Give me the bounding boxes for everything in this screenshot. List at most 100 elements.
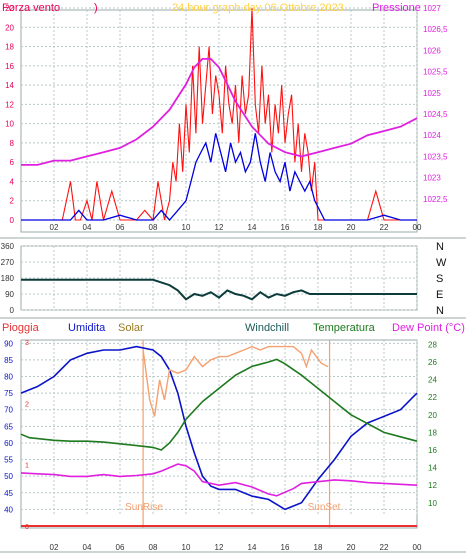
pressure-tick-label: 1026	[423, 46, 441, 55]
x-tick-label: 08	[149, 543, 158, 552]
wind-tick-label: 2	[10, 197, 15, 206]
wind-tick-label: 6	[10, 158, 15, 167]
pressure-line	[21, 58, 418, 166]
x-tick-label: 22	[380, 223, 389, 232]
pressure-tick-label: 1025,5	[423, 68, 448, 77]
wind-speed-label: Forza vento	[2, 2, 60, 14]
wind-tick-label: 22	[5, 4, 14, 13]
windchill-label: Windchill	[245, 322, 289, 334]
pressure-tick-label: 1024	[423, 131, 441, 140]
temperature-tick-label: 14	[428, 464, 437, 473]
average-line	[21, 133, 417, 221]
humidity-tick-label: 60	[4, 439, 13, 448]
humidity-tick-label: 75	[4, 389, 13, 398]
x-tick-label: 10	[182, 543, 191, 552]
x-tick-label: 16	[281, 543, 290, 552]
direction-tick-label: 270	[1, 258, 15, 267]
x-tick-label: 22	[380, 543, 389, 552]
x-tick-label: 02	[50, 223, 59, 232]
compass-label: N	[436, 305, 444, 317]
pressure-tick-label: 1022,5	[423, 195, 448, 204]
chart-title: 24 hour graph day 06 Ottobre 2023	[172, 2, 344, 14]
x-tick-label: 20	[347, 223, 356, 232]
temperature-label: Temperatura	[313, 322, 376, 334]
pressure-tick-label: 1025	[423, 89, 441, 98]
x-tick-label: 18	[314, 543, 323, 552]
rain-label: Pioggia	[2, 322, 40, 334]
rain-tick-label: 0	[25, 524, 29, 531]
wind-tick-label: 20	[5, 23, 14, 32]
temperature-tick-label: 18	[428, 428, 437, 437]
temperature-tick-label: 12	[428, 481, 437, 490]
x-tick-label: 00	[413, 223, 422, 232]
dewpoint-label: Dew Point (°C)	[392, 322, 465, 334]
x-tick-label: 12	[215, 223, 224, 232]
pressure-tick-label: 1024,5	[423, 110, 448, 119]
temperature-tick-label: 24	[428, 376, 437, 385]
x-tick-label: 14	[248, 543, 257, 552]
compass-label: W	[436, 257, 447, 269]
direction-tick-label: 180	[1, 274, 15, 283]
humidity-tick-label: 80	[4, 373, 13, 382]
humidity-tick-label: 45	[4, 489, 13, 498]
humidity-line	[20, 345, 418, 511]
temperature-tick-label: 20	[428, 411, 437, 420]
compass-label: E	[436, 289, 443, 301]
x-tick-label: 02	[50, 543, 59, 552]
pressure-tick-label: 1023	[423, 174, 441, 183]
wind-tick-label: 12	[5, 100, 14, 109]
pressure-tick-label: 1026,5	[423, 25, 448, 34]
x-tick-label: 18	[314, 223, 323, 232]
x-tick-label: 20	[347, 543, 356, 552]
sunrise-label: SunRise	[125, 502, 163, 513]
wind-direction-line	[21, 278, 417, 301]
x-tick-label: 06	[116, 223, 125, 232]
rain-tick-label: 3	[25, 340, 29, 347]
x-tick-label: 00	[413, 543, 422, 552]
solar-label: Solar	[118, 322, 144, 334]
temperature-tick-label: 26	[428, 358, 437, 367]
humidity-tick-label: 70	[4, 406, 13, 415]
gust-line	[21, 7, 417, 222]
solar-line	[142, 345, 329, 417]
compass-label: N	[436, 241, 444, 253]
x-tick-label: 14	[248, 223, 257, 232]
humidity-tick-label: 50	[4, 472, 13, 481]
direction-tick-label: 360	[1, 242, 15, 251]
temperature-tick-label: 16	[428, 446, 437, 455]
pressure-tick-label: 1027	[423, 4, 441, 13]
x-tick-label: 12	[215, 543, 224, 552]
wind-tick-label: 0	[10, 216, 15, 225]
humidity-tick-label: 90	[4, 339, 13, 348]
temperature-tick-label: 28	[428, 340, 437, 349]
wind-tick-label: 10	[5, 120, 14, 129]
wind-tick-label: 16	[5, 62, 14, 71]
pressure-label: Pressione	[372, 2, 421, 14]
humidity-tick-label: 55	[4, 456, 13, 465]
direction-tick-label: 90	[5, 290, 14, 299]
humidity-tick-label: 85	[4, 356, 13, 365]
pressure-tick-label: 1023,5	[423, 152, 448, 161]
wind-tick-label: 4	[10, 177, 15, 186]
humidity-tick-label: 65	[4, 422, 13, 431]
wind-tick-label: 14	[5, 81, 14, 90]
direction-tick-label: 0	[10, 306, 15, 315]
wind-tick-label: 8	[10, 139, 15, 148]
x-tick-label: 08	[149, 223, 158, 232]
x-tick-label: 06	[116, 543, 125, 552]
humidity-label: Umidita	[68, 322, 106, 334]
temperature-line	[20, 358, 418, 451]
x-tick-label: 16	[281, 223, 290, 232]
humidity-tick-label: 40	[4, 505, 13, 514]
compass-label: S	[436, 273, 443, 285]
rain-tick-label: 2	[25, 401, 29, 408]
wind-pressure-chart: 02468101214161820221022,510231023,510241…	[5, 4, 448, 232]
wind-speed-unit-suffix: )	[94, 2, 98, 14]
sunset-label: SunSet	[308, 502, 341, 513]
x-tick-label: 04	[83, 223, 92, 232]
wind-tick-label: 18	[5, 43, 14, 52]
dewpoint-line	[20, 463, 418, 497]
